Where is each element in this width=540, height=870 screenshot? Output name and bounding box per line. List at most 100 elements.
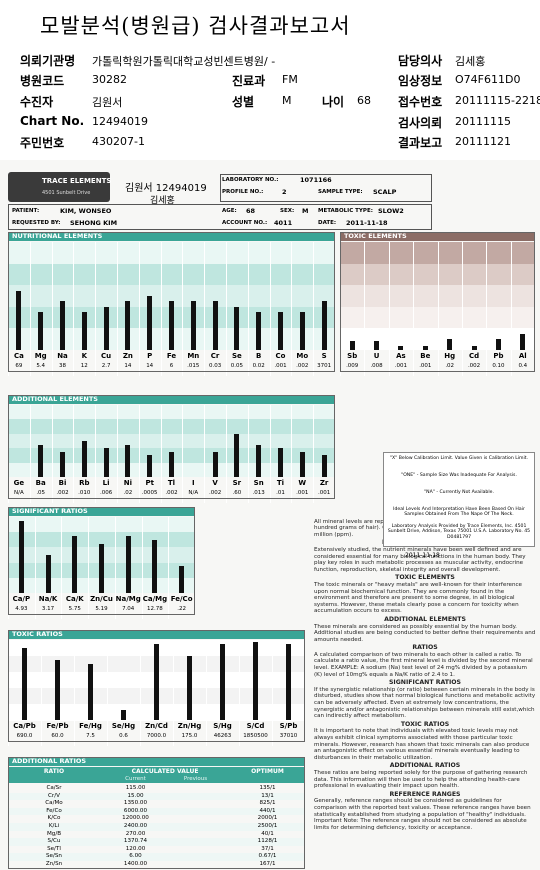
column-label: Na (57, 352, 68, 360)
field-value: 1071166 (300, 176, 332, 184)
bar (154, 644, 159, 720)
bar (212, 301, 218, 350)
bar (60, 451, 65, 477)
column-divider (226, 242, 227, 376)
table-cell: 167/1 (259, 861, 276, 867)
info-label: 접수번호 (398, 95, 443, 109)
info-label: 결과보고 (398, 136, 443, 150)
band (8, 517, 195, 533)
column-divider (313, 242, 315, 376)
bar (121, 710, 126, 720)
report-date: 2011-11-18 (405, 552, 440, 559)
column-value: .001 (296, 490, 309, 496)
table-title-bar (8, 757, 305, 766)
table-cell: 40/1 (261, 830, 274, 837)
legend-entry: Ideal Levels And Interpretation Have Bee… (393, 507, 525, 518)
column-label: Ca (13, 352, 24, 360)
column-label: Ca/K (65, 595, 84, 603)
table-cell: Se/Sn (46, 853, 62, 860)
field-label: SAMPLE TYPE: (318, 189, 363, 195)
bar (220, 644, 225, 720)
column-value: 12.78 (147, 606, 163, 612)
field-value: 2 (282, 188, 287, 196)
field-label: REQUESTED BY: (12, 220, 61, 226)
column-label: Mg (34, 352, 47, 360)
column-value: 14 (146, 363, 154, 369)
note-text: Generally, reference ranges should be co… (314, 798, 531, 831)
table-cell: 2000/1 (257, 815, 278, 822)
column-label: S/Pb (279, 722, 298, 730)
table-cell: 37/1 (261, 845, 274, 852)
column-divider (41, 640, 42, 746)
bar (187, 656, 192, 720)
column-value: 5.19 (95, 606, 108, 612)
column-label: Sb (347, 352, 358, 360)
table-row-bg (8, 792, 305, 801)
bar (256, 312, 262, 350)
legend-entry: "ONE" - Sample Size Was Inadequate For A… (401, 473, 517, 478)
patient-line: 김원서 12494019 (125, 183, 207, 194)
column-value: .002 (56, 490, 69, 496)
bar (81, 441, 87, 477)
bar (349, 341, 355, 350)
column-label: Cr (210, 352, 220, 360)
table-cell: Ca/Mo (45, 800, 63, 807)
info-value: 20111115-22183 (455, 94, 540, 107)
column-label: B (256, 352, 262, 360)
column-value: .001 (317, 490, 331, 496)
bar (234, 433, 240, 477)
column-divider (269, 405, 271, 503)
column-value: .002 (208, 490, 222, 496)
bar (45, 555, 51, 593)
column-label: Na/Mg (115, 595, 141, 603)
table-row-bg (8, 853, 305, 861)
table-cell: 120.00 (125, 845, 146, 852)
info-value: 김원서 (92, 96, 123, 109)
note-text: It is important to note that individuals… (314, 728, 530, 761)
info-value: M (282, 94, 292, 107)
column-divider (160, 405, 162, 503)
bar (374, 341, 380, 350)
legend-entry: Laboratory Analysis Provided by Trace El… (387, 524, 531, 540)
note-text: Extensively studied, the nutrient minera… (314, 546, 526, 573)
section-border (8, 630, 305, 742)
column-divider (291, 405, 293, 503)
column-label: Bi (58, 479, 67, 487)
column-divider (226, 405, 227, 503)
column-value: 12 (80, 363, 88, 369)
section-title: NUTRITIONAL ELEMENTS (12, 232, 103, 240)
column-divider (140, 640, 141, 746)
logo-text: TRACE ELEMENTS (42, 177, 112, 185)
field-label: AGE: (222, 208, 237, 214)
table-cell: 1370.74 (123, 838, 148, 845)
note-text: These minerals are considered as possibl… (314, 623, 536, 643)
table-subheader: Current (125, 776, 146, 782)
section-title: TOXIC ELEMENTS (344, 232, 407, 240)
column-label: Na/K (38, 595, 58, 603)
column-value: .002 (165, 490, 178, 496)
info-label: 수진자 (20, 95, 54, 109)
column-value: .015 (187, 363, 200, 369)
column-value: 46263 (213, 733, 232, 739)
column-divider (88, 517, 90, 619)
band (8, 405, 335, 420)
field-value: SCALP (373, 188, 397, 196)
column-divider (168, 517, 170, 619)
bar (212, 451, 218, 477)
column-divider (247, 405, 249, 503)
column-divider (486, 242, 488, 376)
column-divider (51, 405, 53, 503)
column-label: S/Hg (213, 722, 232, 730)
bar (103, 448, 109, 477)
section-title-bar (8, 232, 335, 241)
column-value: 4.93 (15, 606, 28, 612)
bar (422, 345, 428, 350)
column-value: 0.05 (230, 363, 244, 369)
column-label: Fe/Pb (46, 722, 69, 730)
column-label: Mo (296, 352, 309, 360)
info-value: 20111115 (455, 115, 511, 128)
table-cell: Zn/Sn (45, 861, 63, 867)
legend-entry: "X" Below Calibration Limit. Value Given… (389, 456, 529, 461)
column-value: 5.4 (36, 363, 46, 369)
